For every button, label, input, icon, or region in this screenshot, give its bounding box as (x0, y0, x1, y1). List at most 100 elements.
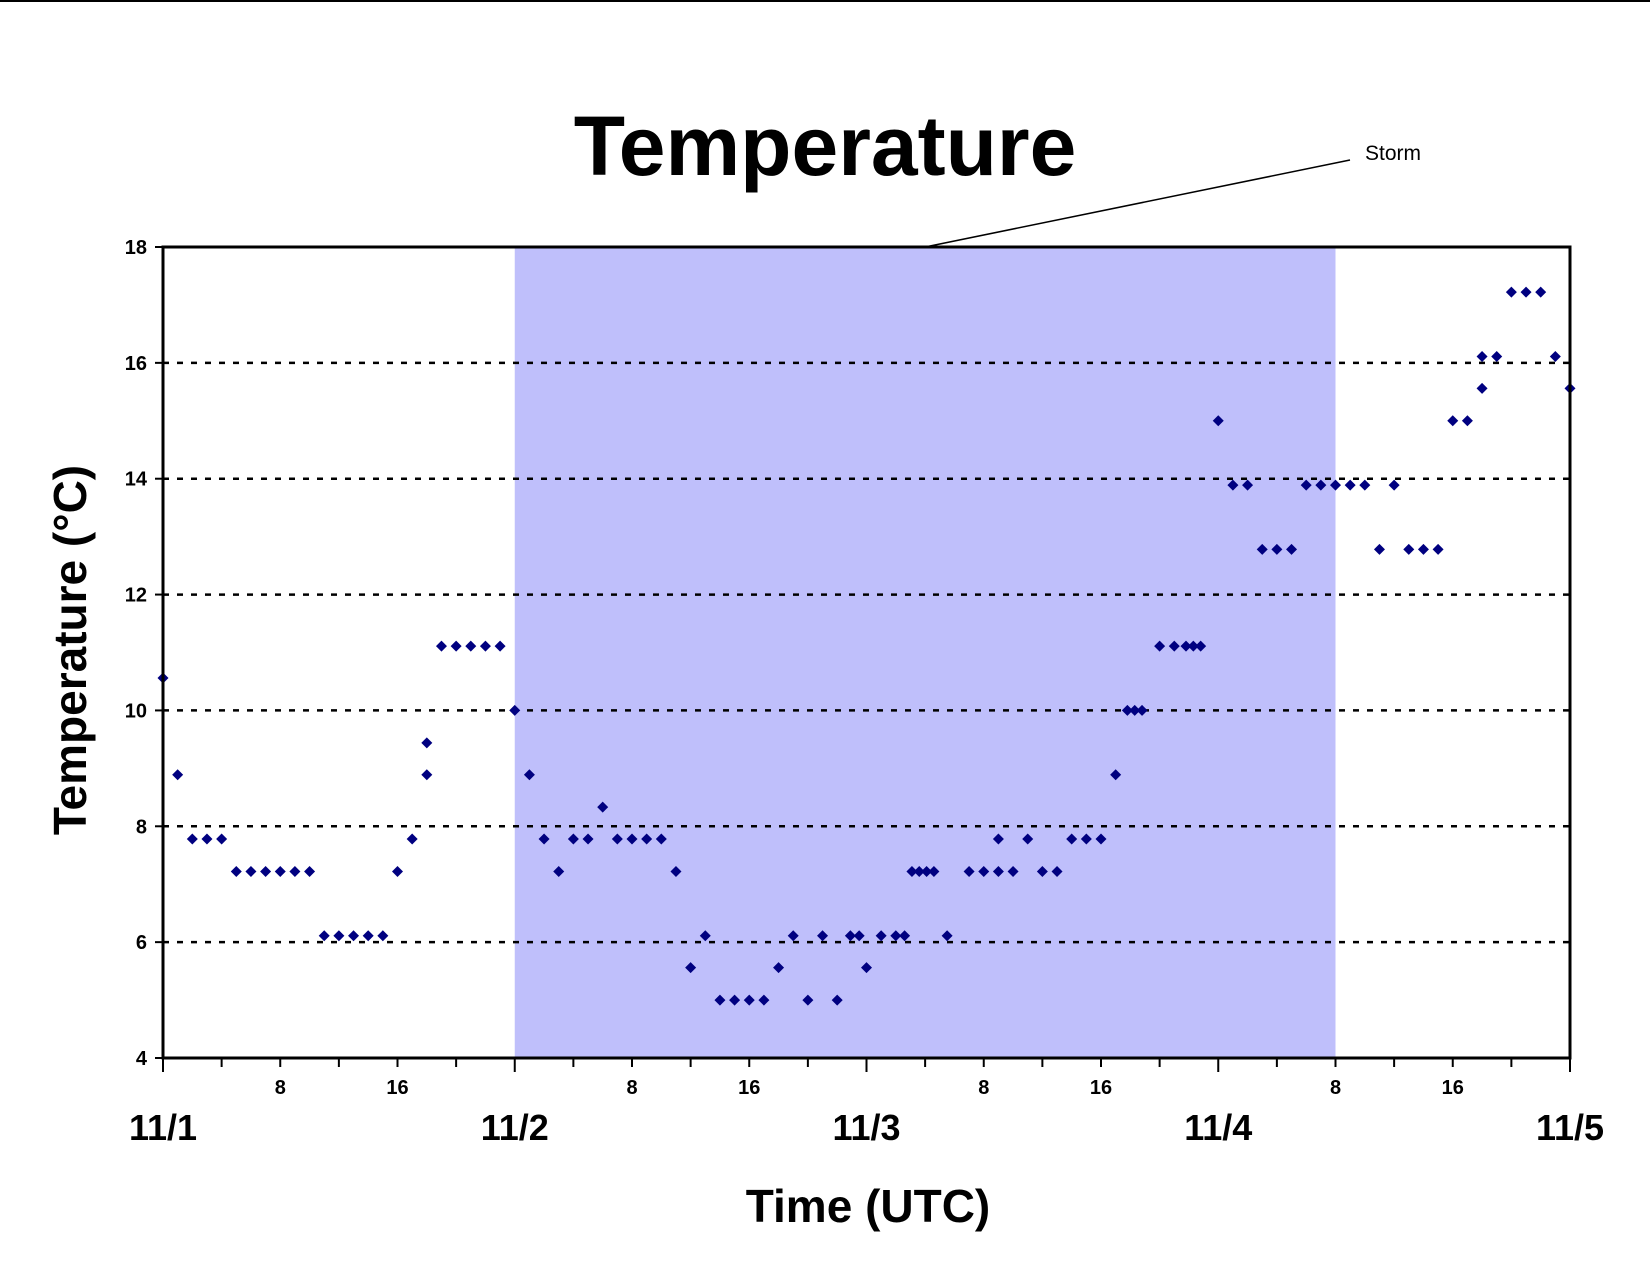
data-point (978, 865, 990, 877)
x-day-tick-label: 11/1 (129, 1107, 197, 1148)
data-point (773, 962, 785, 974)
data-point (1187, 640, 1199, 652)
x-hour-tick-label: 8 (626, 1077, 637, 1099)
data-point (685, 962, 697, 974)
data-point (1136, 704, 1148, 716)
y-tick-label: 10 (125, 700, 147, 722)
data-point (567, 833, 579, 845)
data-point (216, 833, 228, 845)
storm-annotation-leader (924, 159, 1351, 248)
data-point (817, 930, 829, 942)
storm-annotation-label: Storm (1365, 142, 1421, 165)
data-point (509, 704, 521, 716)
data-point (421, 737, 433, 749)
data-point (435, 640, 447, 652)
data-point (1315, 479, 1327, 491)
y-tick-label: 12 (125, 585, 147, 607)
data-point (1505, 286, 1517, 298)
data-point (1432, 543, 1444, 555)
data-point (333, 930, 345, 942)
data-point (992, 833, 1004, 845)
data-point (1212, 415, 1224, 427)
data-point (1476, 382, 1488, 394)
data-point (582, 833, 594, 845)
data-point (318, 930, 330, 942)
x-axis-title: Time (UTC) (746, 1180, 991, 1232)
data-point (304, 865, 316, 877)
data-point (670, 865, 682, 877)
x-hour-tick-label: 16 (386, 1077, 408, 1099)
data-point (875, 930, 887, 942)
data-point (406, 833, 418, 845)
y-tick-label: 6 (136, 932, 147, 954)
x-hour-tick-label: 16 (1442, 1077, 1464, 1099)
data-point (921, 865, 933, 877)
data-point (1154, 640, 1166, 652)
data-point (450, 640, 462, 652)
data-point (1330, 479, 1341, 491)
data-point (245, 865, 257, 877)
data-point (348, 930, 360, 942)
data-point (992, 865, 1004, 877)
y-axis: 4 6 8 10 12 14 16 18 (125, 237, 163, 1070)
data-point (655, 833, 667, 845)
y-tick-label: 4 (136, 1048, 148, 1070)
data-point (1344, 479, 1356, 491)
data-point (230, 865, 242, 877)
data-point (1476, 350, 1488, 362)
data-point (1095, 833, 1107, 845)
data-point (1461, 415, 1473, 427)
data-point (1373, 543, 1385, 555)
data-point (1300, 479, 1312, 491)
data-point (392, 865, 403, 877)
data-point (362, 930, 374, 942)
data-point (641, 833, 653, 845)
data-point (729, 994, 741, 1006)
data-point (1051, 865, 1063, 877)
data-point (421, 769, 433, 781)
data-point (941, 930, 953, 942)
storm-shaded-region (514, 247, 1336, 1058)
data-point (699, 930, 711, 942)
data-point (1129, 704, 1141, 716)
data-point (1417, 543, 1429, 555)
data-point (1110, 769, 1122, 781)
data-point (928, 865, 940, 877)
data-point (494, 640, 506, 652)
data-point (1549, 350, 1561, 362)
data-point (1227, 479, 1239, 491)
data-point (1271, 543, 1283, 555)
data-point (831, 994, 843, 1006)
data-point (201, 833, 213, 845)
data-point (1168, 640, 1180, 652)
y-tick-label: 8 (136, 816, 147, 838)
data-point (1066, 833, 1078, 845)
x-hour-tick-label: 8 (1330, 1077, 1341, 1099)
y-tick-label: 18 (125, 237, 147, 259)
gridlines (163, 361, 1570, 944)
data-point (1180, 640, 1192, 652)
data-point (377, 930, 389, 942)
data-point (172, 769, 184, 781)
y-axis-title: Temperature (°C) (44, 465, 96, 835)
data-point (260, 865, 272, 877)
data-point (289, 865, 301, 877)
x-day-tick-label: 11/5 (1536, 1107, 1604, 1148)
data-point (274, 865, 286, 877)
data-point (913, 865, 925, 877)
data-point (743, 994, 755, 1006)
data-point (890, 930, 902, 942)
data-point (1403, 543, 1415, 555)
data-point (1080, 833, 1092, 845)
x-hour-tick-label: 16 (738, 1077, 760, 1099)
data-point (1535, 286, 1547, 298)
x-day-tick-label: 11/4 (1184, 1107, 1252, 1148)
data-point (1520, 286, 1532, 298)
data-point (1242, 479, 1254, 491)
data-point (611, 833, 623, 845)
data-point (597, 801, 609, 813)
plot-area: 4 6 8 10 12 14 16 18 8 16 8 16 8 16 8 16 11/1 11/2 11/3 11… (125, 237, 1604, 1148)
data-point (844, 930, 856, 942)
data-point (1121, 704, 1133, 716)
